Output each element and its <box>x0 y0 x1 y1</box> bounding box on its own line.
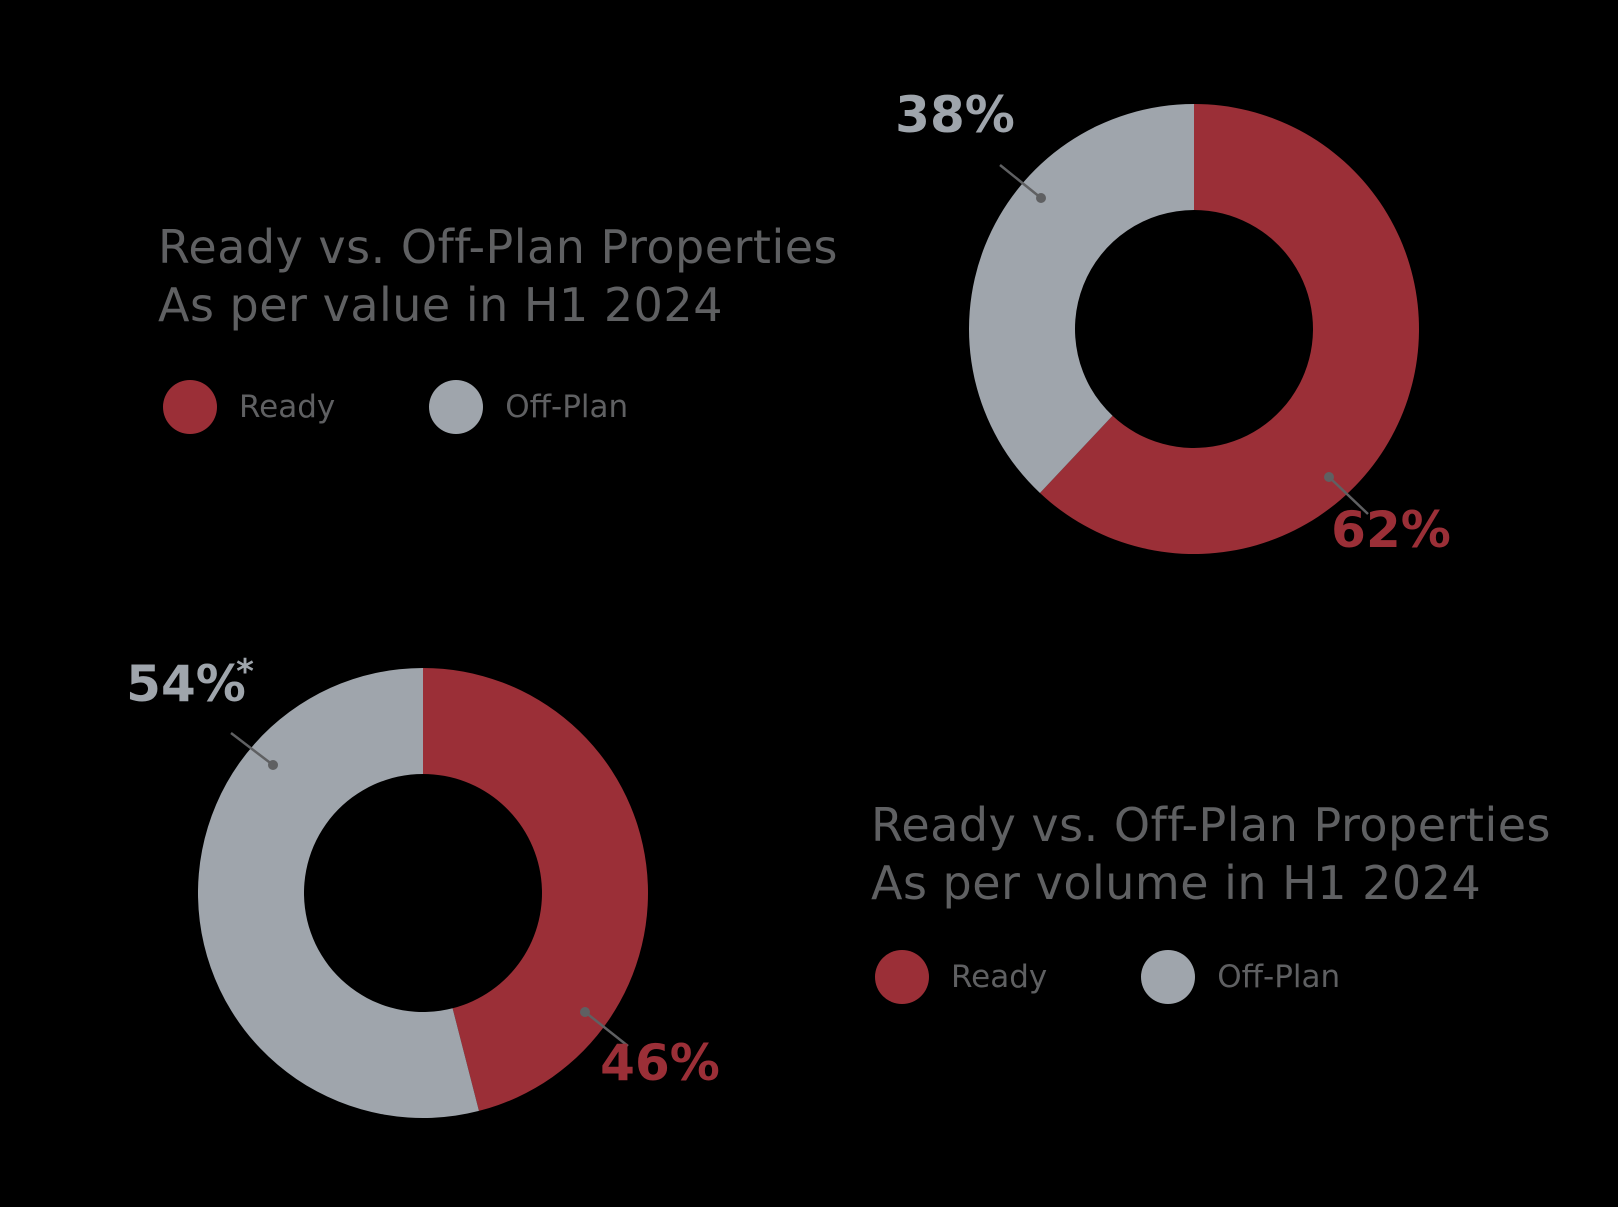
chart-2-title: Ready vs. Off-Plan Properties As per vol… <box>871 796 1551 912</box>
chart-1-leader-line-offplan <box>999 164 1042 199</box>
chart-2-legend-label-ready: Ready <box>951 959 1048 995</box>
chart-2-data-label-note-offplan: * <box>236 652 254 692</box>
chart-1-leader-dot-offplan <box>1036 193 1046 203</box>
chart-2-legend-item-offplan: Off-Plan <box>1141 950 1340 1004</box>
chart-1-leader-dot-ready <box>1324 472 1334 482</box>
chart-2-leader-line-offplan <box>230 732 274 766</box>
chart-2-leader-dot-offplan <box>268 760 278 770</box>
chart-1-legend-item-ready: Ready <box>163 380 335 434</box>
chart-1-legend: Ready Off-Plan <box>163 380 628 434</box>
chart-2-legend-swatch-offplan <box>1141 950 1196 1004</box>
chart-1-legend-swatch-ready <box>163 380 217 434</box>
chart-1-leader-line-ready <box>1328 476 1369 515</box>
chart-2-title-line-2: As per volume in H1 2024 <box>871 856 1482 910</box>
chart-1-title: Ready vs. Off-Plan Properties As per val… <box>158 218 838 334</box>
chart-1-legend-label-offplan: Off-Plan <box>505 389 629 425</box>
chart-2-legend-label-offplan: Off-Plan <box>1217 959 1341 995</box>
chart-1-donut: 62% 38% <box>895 86 1451 559</box>
chart-1-legend-swatch-offplan <box>429 380 484 434</box>
chart-1-title-line-2: As per value in H1 2024 <box>158 278 723 332</box>
chart-1-data-label-ready: 62% <box>1331 501 1451 559</box>
chart-1-legend-item-offplan: Off-Plan <box>429 380 628 434</box>
chart-2-slice-offplan <box>197 668 479 1118</box>
chart-2-title-line-1: Ready vs. Off-Plan Properties <box>871 798 1551 852</box>
chart-1-legend-label-ready: Ready <box>239 389 336 425</box>
chart-2-leader-line-ready <box>584 1011 629 1047</box>
chart-2-donut: 46% 54%* <box>126 652 720 1118</box>
chart-1-data-label-offplan: 38% <box>895 86 1015 144</box>
chart-1-slice-ready <box>1039 104 1420 554</box>
chart-2-legend: Ready Off-Plan <box>875 950 1340 1004</box>
chart-1-slice-offplan <box>969 104 1194 494</box>
chart-1-title-line-1: Ready vs. Off-Plan Properties <box>158 220 838 274</box>
chart-2-slice-ready <box>423 668 648 1111</box>
chart-2-data-label-offplan: 54% <box>126 655 246 713</box>
chart-2-data-label-ready: 46% <box>600 1034 720 1092</box>
chart-2-legend-swatch-ready <box>875 950 929 1004</box>
chart-2-leader-dot-ready <box>580 1007 590 1017</box>
chart-2-legend-item-ready: Ready <box>875 950 1047 1004</box>
